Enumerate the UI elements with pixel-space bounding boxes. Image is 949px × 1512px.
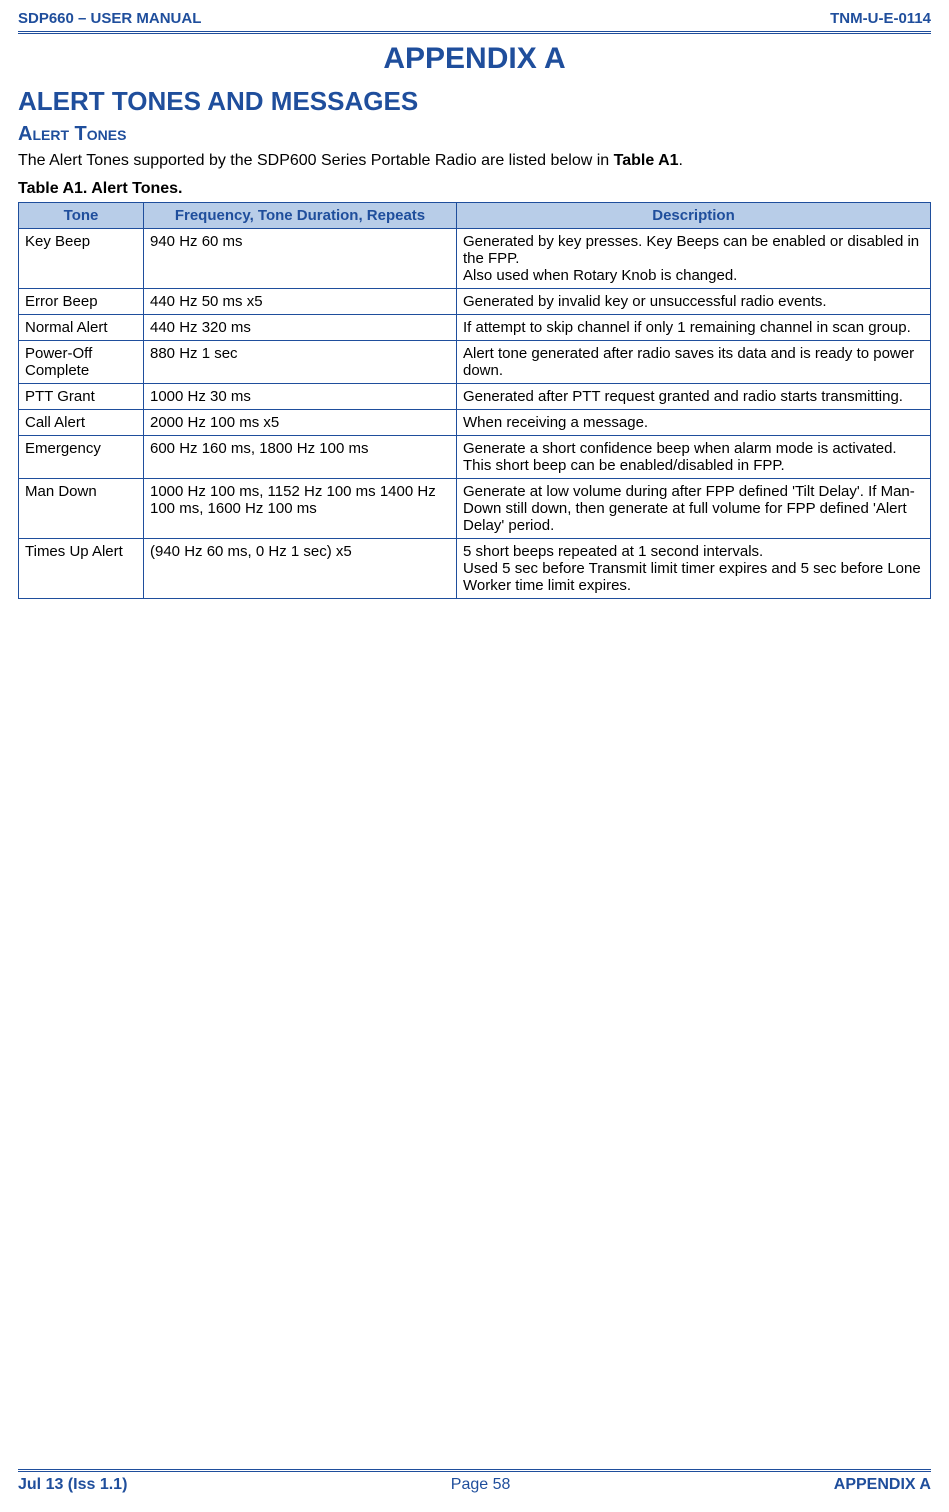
cell-freq: (940 Hz 60 ms, 0 Hz 1 sec) x5 [144,539,457,599]
page-footer: Jul 13 (Iss 1.1) Page 58 APPENDIX A [18,1469,931,1494]
intro-suffix: . [679,152,683,169]
table-row: Times Up Alert (940 Hz 60 ms, 0 Hz 1 sec… [19,539,931,599]
table-row: Normal Alert 440 Hz 320 ms If attempt to… [19,315,931,341]
table-row: Man Down 1000 Hz 100 ms, 1152 Hz 100 ms … [19,479,931,539]
cell-desc: Generate at low volume during after FPP … [457,479,931,539]
header-right: TNM-U-E-0114 [830,10,931,27]
table-row: Emergency 600 Hz 160 ms, 1800 Hz 100 ms … [19,436,931,479]
cell-freq: 600 Hz 160 ms, 1800 Hz 100 ms [144,436,457,479]
cell-freq: 880 Hz 1 sec [144,341,457,384]
header-left: SDP660 – USER MANUAL [18,10,201,27]
col-header-tone: Tone [19,203,144,229]
col-header-freq: Frequency, Tone Duration, Repeats [144,203,457,229]
header-rule [18,31,931,34]
alert-tones-table: Tone Frequency, Tone Duration, Repeats D… [18,202,931,599]
cell-desc: Generated by key presses. Key Beeps can … [457,229,931,289]
table-row: Power-Off Complete 880 Hz 1 sec Alert to… [19,341,931,384]
table-row: Error Beep 440 Hz 50 ms x5 Generated by … [19,289,931,315]
cell-freq: 940 Hz 60 ms [144,229,457,289]
intro-prefix: The Alert Tones supported by the SDP600 … [18,152,614,169]
footer-left: Jul 13 (Iss 1.1) [18,1476,127,1494]
cell-tone: Error Beep [19,289,144,315]
cell-desc: 5 short beeps repeated at 1 second inter… [457,539,931,599]
cell-tone: Key Beep [19,229,144,289]
footer-line: Jul 13 (Iss 1.1) Page 58 APPENDIX A [18,1476,931,1494]
cell-tone: Normal Alert [19,315,144,341]
page-header: SDP660 – USER MANUAL TNM-U-E-0114 [18,10,931,29]
footer-right: APPENDIX A [834,1476,931,1494]
cell-freq: 2000 Hz 100 ms x5 [144,410,457,436]
intro-table-ref: Table A1 [614,152,679,169]
cell-desc: Alert tone generated after radio saves i… [457,341,931,384]
page: SDP660 – USER MANUAL TNM-U-E-0114 APPEND… [0,0,949,1512]
table-row: Key Beep 940 Hz 60 ms Generated by key p… [19,229,931,289]
cell-desc: Generate a short confidence beep when al… [457,436,931,479]
cell-desc: When receiving a message. [457,410,931,436]
cell-tone: Call Alert [19,410,144,436]
cell-tone: PTT Grant [19,384,144,410]
cell-tone: Man Down [19,479,144,539]
table-row: Call Alert 2000 Hz 100 ms x5 When receiv… [19,410,931,436]
table-row: PTT Grant 1000 Hz 30 ms Generated after … [19,384,931,410]
cell-freq: 440 Hz 320 ms [144,315,457,341]
cell-desc: Generated by invalid key or unsuccessful… [457,289,931,315]
subsection-title: Alert Tones [18,123,931,146]
cell-freq: 440 Hz 50 ms x5 [144,289,457,315]
cell-tone: Times Up Alert [19,539,144,599]
cell-desc: If attempt to skip channel if only 1 rem… [457,315,931,341]
table-header-row: Tone Frequency, Tone Duration, Repeats D… [19,203,931,229]
cell-desc: Generated after PTT request granted and … [457,384,931,410]
intro-paragraph: The Alert Tones supported by the SDP600 … [18,152,931,170]
cell-freq: 1000 Hz 30 ms [144,384,457,410]
section-title: ALERT TONES AND MESSAGES [18,86,931,117]
appendix-title: APPENDIX A [18,42,931,76]
col-header-desc: Description [457,203,931,229]
cell-freq: 1000 Hz 100 ms, 1152 Hz 100 ms 1400 Hz 1… [144,479,457,539]
table-caption: Table A1. Alert Tones. [18,180,931,198]
table-body: Key Beep 940 Hz 60 ms Generated by key p… [19,229,931,599]
cell-tone: Emergency [19,436,144,479]
footer-rule [18,1469,931,1472]
cell-tone: Power-Off Complete [19,341,144,384]
footer-center: Page 58 [451,1476,511,1494]
